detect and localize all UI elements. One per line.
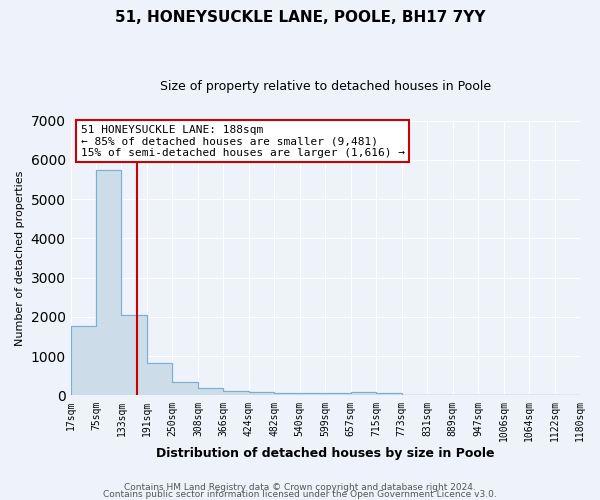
X-axis label: Distribution of detached houses by size in Poole: Distribution of detached houses by size …	[156, 447, 494, 460]
Text: Contains public sector information licensed under the Open Government Licence v3: Contains public sector information licen…	[103, 490, 497, 499]
Text: Contains HM Land Registry data © Crown copyright and database right 2024.: Contains HM Land Registry data © Crown c…	[124, 484, 476, 492]
Polygon shape	[71, 170, 580, 396]
Title: Size of property relative to detached houses in Poole: Size of property relative to detached ho…	[160, 80, 491, 93]
Text: 51, HONEYSUCKLE LANE, POOLE, BH17 7YY: 51, HONEYSUCKLE LANE, POOLE, BH17 7YY	[115, 10, 485, 25]
Text: 51 HONEYSUCKLE LANE: 188sqm
← 85% of detached houses are smaller (9,481)
15% of : 51 HONEYSUCKLE LANE: 188sqm ← 85% of det…	[81, 124, 405, 158]
Y-axis label: Number of detached properties: Number of detached properties	[15, 170, 25, 346]
